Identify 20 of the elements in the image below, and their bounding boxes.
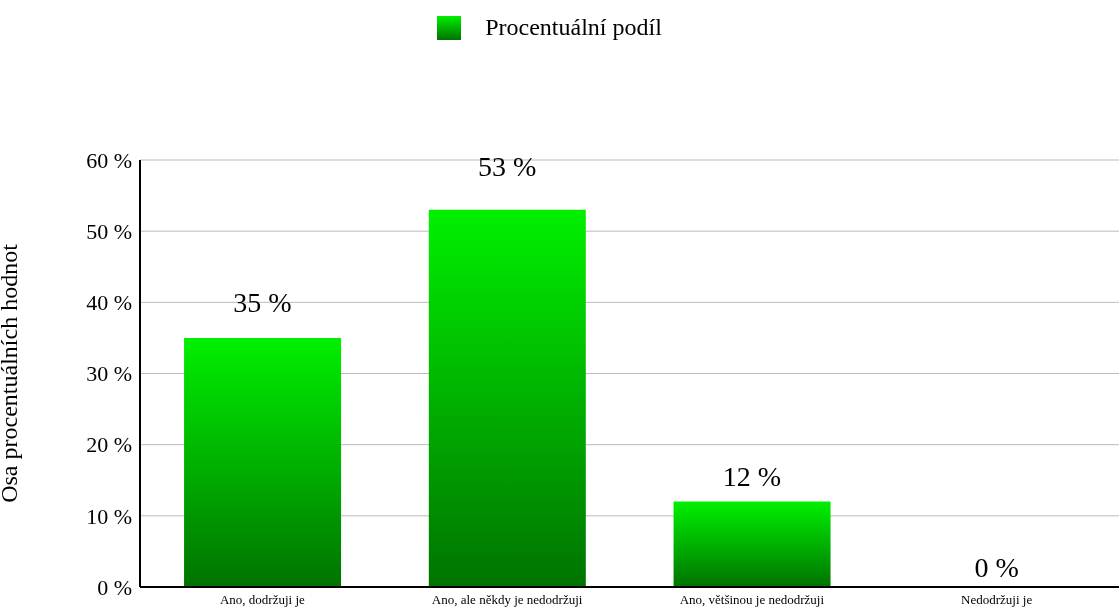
y-tick-label: 30 % xyxy=(86,361,132,387)
y-tick-label: 40 % xyxy=(86,290,132,316)
bar xyxy=(428,209,586,587)
bar xyxy=(673,501,831,587)
x-tick-label: Ano, dodržuji je xyxy=(219,592,306,608)
x-tick-label: Ano, ale někdy je nedodržuji xyxy=(431,592,583,608)
bar xyxy=(184,337,342,587)
data-label: 35 % xyxy=(233,287,292,319)
data-label: 0 % xyxy=(974,552,1019,583)
y-axis-title: Osa procentuálních hodnot xyxy=(0,243,22,503)
y-tick-label: 50 % xyxy=(86,218,132,244)
x-tick-label: Nedodržuji je xyxy=(961,592,1033,608)
data-label: 12 % xyxy=(722,461,782,493)
y-tick-label: 10 % xyxy=(86,503,132,529)
y-tick-label: 20 % xyxy=(86,432,132,458)
x-tick-label: Ano, většinou je nedodržuji xyxy=(679,592,825,608)
y-tick-label: 0 % xyxy=(97,574,132,600)
legend-label: Procentuální podíl xyxy=(485,14,662,41)
y-tick-label: 60 % xyxy=(86,147,132,173)
data-label: 53 % xyxy=(477,150,537,182)
